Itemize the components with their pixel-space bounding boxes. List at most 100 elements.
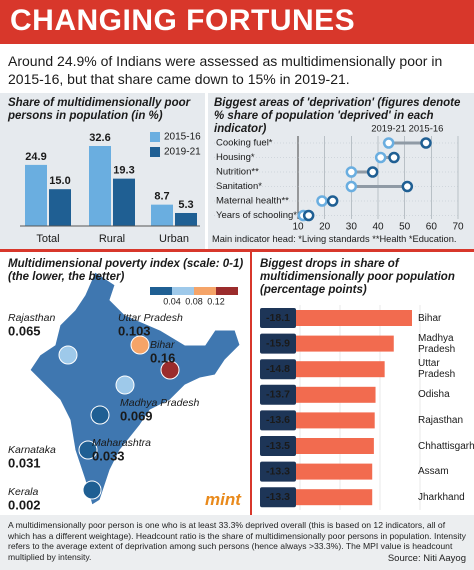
region-value: 0.002 (8, 497, 41, 512)
legend-label: 2019-21 (371, 124, 406, 135)
colorbar-swatch (150, 287, 172, 295)
value-label: -13.5 (266, 440, 290, 452)
category-label: Jharkhand (418, 491, 465, 503)
row-label: Maternal health** (216, 196, 289, 207)
x-tick-label: 20 (319, 222, 331, 233)
region-name: Karnataka (8, 444, 56, 456)
x-tick-label: Total (36, 233, 59, 245)
source: Source: Niti Aayog (387, 553, 466, 564)
footer-note: A multidimensionally poor person is one … (8, 520, 466, 562)
category-label: Odisha (418, 389, 450, 401)
region-marker (58, 345, 78, 365)
region-value: 0.103 (118, 323, 151, 338)
region-marker (82, 480, 102, 500)
chart-title: Biggest areas of 'deprivation' (figures … (214, 97, 461, 135)
chart-title: Share of multidimensionally poor persons… (8, 97, 191, 122)
region-name: Kerala (8, 486, 39, 498)
region-value: 0.033 (92, 448, 125, 463)
logo: mint (205, 490, 241, 509)
region-value: 0.031 (8, 455, 41, 470)
x-tick-label: 50 (399, 222, 411, 233)
row-label: Cooking fuel* (216, 138, 273, 149)
colorbar-tick: 0.04 (163, 296, 181, 306)
bar (151, 204, 173, 226)
value-label: -13.3 (266, 491, 290, 503)
row-label: Housing* (216, 152, 255, 163)
value-box (260, 461, 296, 482)
india-outline (29, 271, 241, 506)
bar (113, 178, 135, 226)
x-tick-label: 40 (372, 222, 384, 233)
category-label: Rajasthan (418, 414, 464, 426)
bar (49, 189, 71, 226)
category-label: Bihar (418, 312, 442, 324)
bar (25, 164, 47, 226)
x-tick-label: 60 (426, 222, 438, 233)
value-box (260, 384, 296, 405)
panel-bg (208, 93, 474, 249)
dot (316, 195, 328, 207)
value-label: 32.6 (89, 132, 110, 144)
dot (401, 180, 414, 193)
region-marker (90, 405, 110, 425)
region-name: Bihar (150, 339, 175, 351)
footer-bg (0, 515, 474, 570)
value-box (260, 308, 296, 328)
colorbar-swatch (194, 287, 216, 295)
value-label: 8.7 (154, 191, 169, 203)
bar (262, 310, 412, 326)
row-label: Sanitation* (216, 181, 262, 192)
value-label: -18.1 (266, 312, 290, 324)
legend-label: 2019-21 (164, 147, 201, 158)
title: CHANGING FORTUNES (10, 4, 356, 37)
colorbar-swatch (216, 287, 238, 295)
x-tick-label: 30 (346, 222, 358, 233)
x-tick-label: Rural (99, 233, 125, 245)
dot (374, 151, 387, 164)
legend-label: 2015-16 (409, 124, 444, 135)
region-name: Uttar Pradesh (118, 312, 183, 324)
region-marker (160, 360, 180, 380)
region-name: Madhya Pradesh (120, 397, 200, 409)
chart-subtitle: (the lower, the better) (8, 271, 125, 283)
value-box (260, 410, 296, 431)
value-label: -15.9 (266, 337, 290, 349)
region-marker (130, 335, 150, 355)
note: Main indicator head: *Living standards *… (212, 234, 457, 244)
chart-title: Biggest drops in share of multidimension… (260, 258, 455, 296)
value-label: 19.3 (113, 165, 134, 177)
title-band (0, 0, 474, 44)
colorbar-tick: 0.12 (207, 296, 225, 306)
region-name: Maharashtra (92, 437, 151, 449)
region-value: 0.069 (120, 408, 153, 423)
value-box (260, 359, 296, 380)
row-label: Years of schooling* (216, 210, 297, 221)
dot (345, 166, 358, 178)
chart-title: Multidimensional poverty index (scale: 0… (8, 258, 244, 270)
category-label: Madhya Pradesh (418, 332, 456, 355)
colorbar-swatch (172, 287, 194, 295)
dot (366, 166, 379, 178)
divider (250, 252, 252, 515)
region-marker (115, 375, 135, 395)
dot (345, 180, 358, 193)
category-label: Chhattisgarh (418, 440, 474, 452)
value-box (260, 436, 296, 456)
x-tick-label: 10 (292, 222, 304, 233)
x-tick-label: 70 (452, 222, 464, 233)
value-label: -13.3 (266, 465, 290, 477)
value-label: -14.8 (266, 363, 290, 375)
legend-swatch (150, 132, 160, 142)
divider (0, 249, 474, 252)
bar (89, 146, 111, 226)
colorbar-tick: 0.08 (185, 296, 203, 306)
intro: Around 24.9% of Indians were assessed as… (8, 53, 443, 87)
x-tick-label: Urban (159, 233, 189, 245)
region-marker (78, 440, 98, 460)
region-value: 0.16 (150, 350, 175, 365)
category-label: Assam (418, 466, 449, 478)
value-label: 15.0 (49, 175, 70, 187)
value-label: -13.7 (266, 389, 290, 401)
